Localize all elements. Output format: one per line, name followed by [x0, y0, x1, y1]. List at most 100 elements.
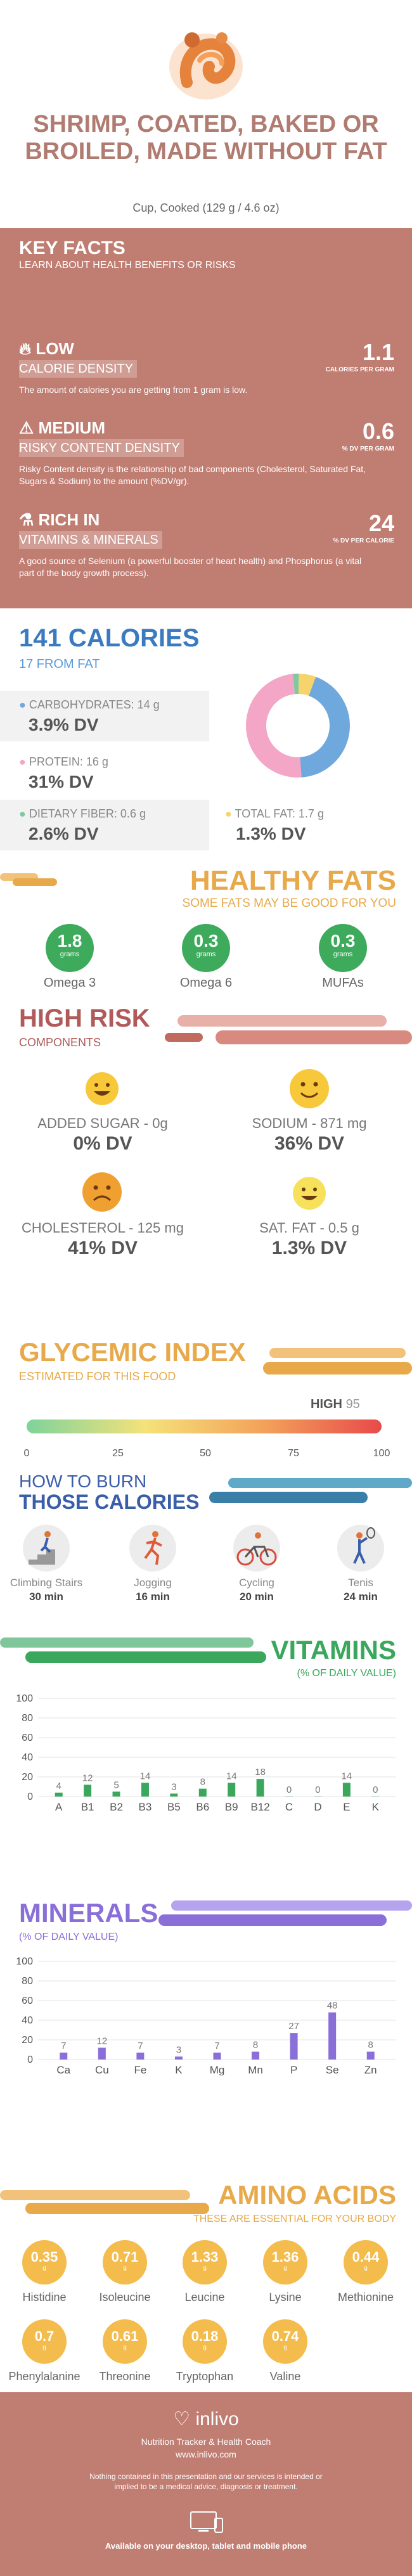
amino-circle-threonine: 0.61 g [103, 2319, 147, 2364]
vitamin-bar-b1 [84, 1785, 92, 1797]
amino-circle-phenylalanine: 0.7 g [22, 2319, 67, 2364]
donut-slice-fiber [293, 674, 299, 695]
added-sugar-face-icon [86, 1072, 119, 1105]
mineral-bar-mg [213, 2053, 221, 2060]
vitamin-value-b5: 3 [171, 1781, 176, 1792]
activity-stairs-minutes: 30 min [29, 1591, 63, 1603]
glycemic-level: HIGH 95 [311, 1397, 360, 1411]
mineral-value-p: 27 [288, 2021, 299, 2032]
macro-carbs-label: ● CARBOHYDRATES: 14 g [19, 698, 160, 711]
vitamin-bar-a [55, 1792, 63, 1797]
vitamin-value-b9: 14 [226, 1771, 237, 1781]
amino-circle-valine: 0.74 g [263, 2319, 307, 2364]
warning-icon: ⚠︎ [19, 418, 34, 437]
vitamin-value-c: 0 [286, 1785, 292, 1795]
minerals-title: MINERALS [19, 1898, 158, 1928]
mineral-bar-mn [252, 2051, 260, 2060]
healthy-fats-subtitle: SOME FATS MAY BE GOOD FOR YOU [182, 897, 396, 910]
mineral-value-zn: 8 [368, 2040, 373, 2051]
macro-carbs-dv: 3.9% DV [29, 715, 99, 734]
vitamin-bar-e [342, 1783, 351, 1797]
footer-disclaimer: Nothing contained in this presentation a… [89, 2472, 323, 2491]
vitamin-value-b3: 14 [140, 1771, 151, 1781]
fat-circle-mufas: 0.3 grams [319, 924, 367, 972]
mineral-category-zn: Zn [364, 2064, 377, 2075]
fact-value-calorie: 1.1 [362, 339, 394, 365]
sodium-face-icon [290, 1069, 329, 1108]
mineral-ytick: 40 [22, 2015, 33, 2026]
mineral-value-mn: 8 [253, 2040, 258, 2051]
mineral-category-k: K [175, 2064, 183, 2075]
vitamin-value-k: 0 [373, 1785, 378, 1795]
vitamins-stripes [0, 1637, 266, 1663]
cholesterol-label: CHOLESTEROL - 125 mg [22, 1220, 184, 1236]
footer [0, 2392, 412, 2576]
macro-fiber-dv: 2.6% DV [29, 824, 99, 843]
sodium-dv: 36% DV [274, 1133, 345, 1154]
footer-url[interactable]: www.inlivo.com [176, 2449, 236, 2459]
vitamin-ytick: 0 [27, 1791, 33, 1802]
vitamin-value-e: 14 [342, 1771, 352, 1781]
jogging-icon [129, 1525, 176, 1572]
fact-desc-vitamins: A good source of Selenium (a powerful bo… [19, 556, 362, 578]
footer-tagline: Nutrition Tracker & Health Coach [141, 2437, 271, 2447]
vitamin-category-b5: B5 [167, 1801, 181, 1812]
vitamin-ytick: 60 [22, 1733, 33, 1743]
vitamin-value-b1: 12 [82, 1772, 93, 1783]
vitamin-ytick: 20 [22, 1772, 33, 1783]
vitamin-category-k: K [372, 1801, 380, 1812]
fact-band-vitamins: VITAMINS & MINERALS [19, 531, 162, 549]
vitamin-category-d: D [314, 1801, 321, 1812]
macro-band-carbs [0, 691, 209, 741]
mineral-value-mg: 7 [214, 2041, 219, 2051]
high-risk-stripes [165, 1015, 412, 1044]
vitamin-ytick: 80 [22, 1713, 33, 1724]
vitamin-ytick: 100 [16, 1693, 33, 1704]
mineral-bar-zn [366, 2051, 375, 2060]
activity-jogging-name: Jogging [134, 1577, 172, 1589]
vitamin-bar-b6 [198, 1788, 207, 1797]
vitamin-bar-b5 [170, 1793, 178, 1797]
amino-circle-isoleucine: 0.71 g [103, 2240, 147, 2284]
vitamin-value-a: 4 [56, 1781, 61, 1791]
vitamin-bar-b3 [141, 1783, 149, 1797]
amino-name-leucine: Leucine [184, 2291, 225, 2304]
glycemic-subtitle: ESTIMATED FOR THIS FOOD [19, 1370, 176, 1383]
cycling-icon [233, 1525, 280, 1572]
activity-tennis-minutes: 24 min [344, 1591, 378, 1603]
amino-name-isoleucine: Isoleucine [99, 2291, 151, 2304]
donut-slice-fat [298, 674, 316, 696]
fat-name-mufas: MUFAs [322, 976, 364, 990]
glycemic-tick-0: 0 [23, 1448, 30, 1459]
shrimp-icon [169, 32, 243, 99]
mineral-category-se: Se [326, 2064, 339, 2075]
activity-cycling-name: Cycling [239, 1577, 274, 1589]
glycemic-tick-75: 75 [288, 1448, 299, 1459]
activity-cycling-minutes: 20 min [240, 1591, 274, 1603]
amino-name-threonine: Threonine [99, 2370, 151, 2383]
flask-icon: ⚗︎ [19, 510, 34, 529]
mineral-value-se: 48 [327, 2001, 338, 2011]
amino-name-valine: Valine [269, 2370, 301, 2383]
stairs-icon [23, 1525, 70, 1572]
footer-available: Available on your desktop, tablet and mo… [105, 2541, 307, 2551]
vitamin-bar-b2 [112, 1791, 120, 1797]
mineral-category-ca: Ca [56, 2064, 70, 2075]
devices-icon [190, 2511, 223, 2533]
mineral-bar-ca [60, 2053, 68, 2060]
fat-circle-omega3: 1.8 grams [46, 924, 94, 972]
mineral-category-cu: Cu [95, 2064, 109, 2075]
amino-circle-histidine: 0.35 g [22, 2240, 67, 2284]
high-risk-subtitle: COMPONENTS [19, 1036, 101, 1049]
calories-title: 141 CALORIES [19, 624, 200, 652]
macro-protein-dv: 31% DV [29, 772, 94, 791]
flame-icon: 🔥︎ [19, 339, 32, 358]
vitamin-category-b2: B2 [110, 1801, 123, 1812]
mineral-bar-se [328, 2012, 337, 2060]
vitamins-title: VITAMINS [271, 1635, 396, 1665]
donut-slice-carbohydrates [300, 676, 350, 778]
vitamin-value-b12: 18 [255, 1767, 266, 1778]
added-sugar-dv: 0% DV [73, 1133, 132, 1154]
mineral-value-ca: 7 [61, 2041, 66, 2051]
glycemic-stripes [263, 1348, 412, 1375]
